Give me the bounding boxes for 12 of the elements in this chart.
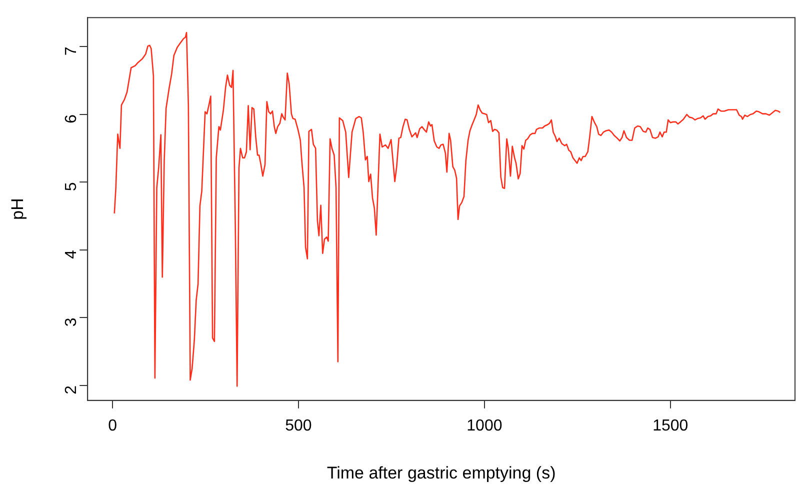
y-tick-label: 2 <box>63 385 80 394</box>
y-tick-label: 4 <box>63 250 80 259</box>
x-tick-label: 500 <box>285 417 312 434</box>
y-tick-label: 3 <box>63 318 80 327</box>
y-axis-title: pH <box>8 198 27 220</box>
y-tick-label: 5 <box>63 182 80 192</box>
x-axis-title: Time after gastric emptying (s) <box>326 463 556 482</box>
y-tick-label: 7 <box>63 46 80 56</box>
y-tick-label: 6 <box>63 114 80 124</box>
x-tick-label: 0 <box>108 417 118 434</box>
x-tick-label: 1000 <box>466 417 502 434</box>
x-tick-label: 1500 <box>652 417 688 434</box>
